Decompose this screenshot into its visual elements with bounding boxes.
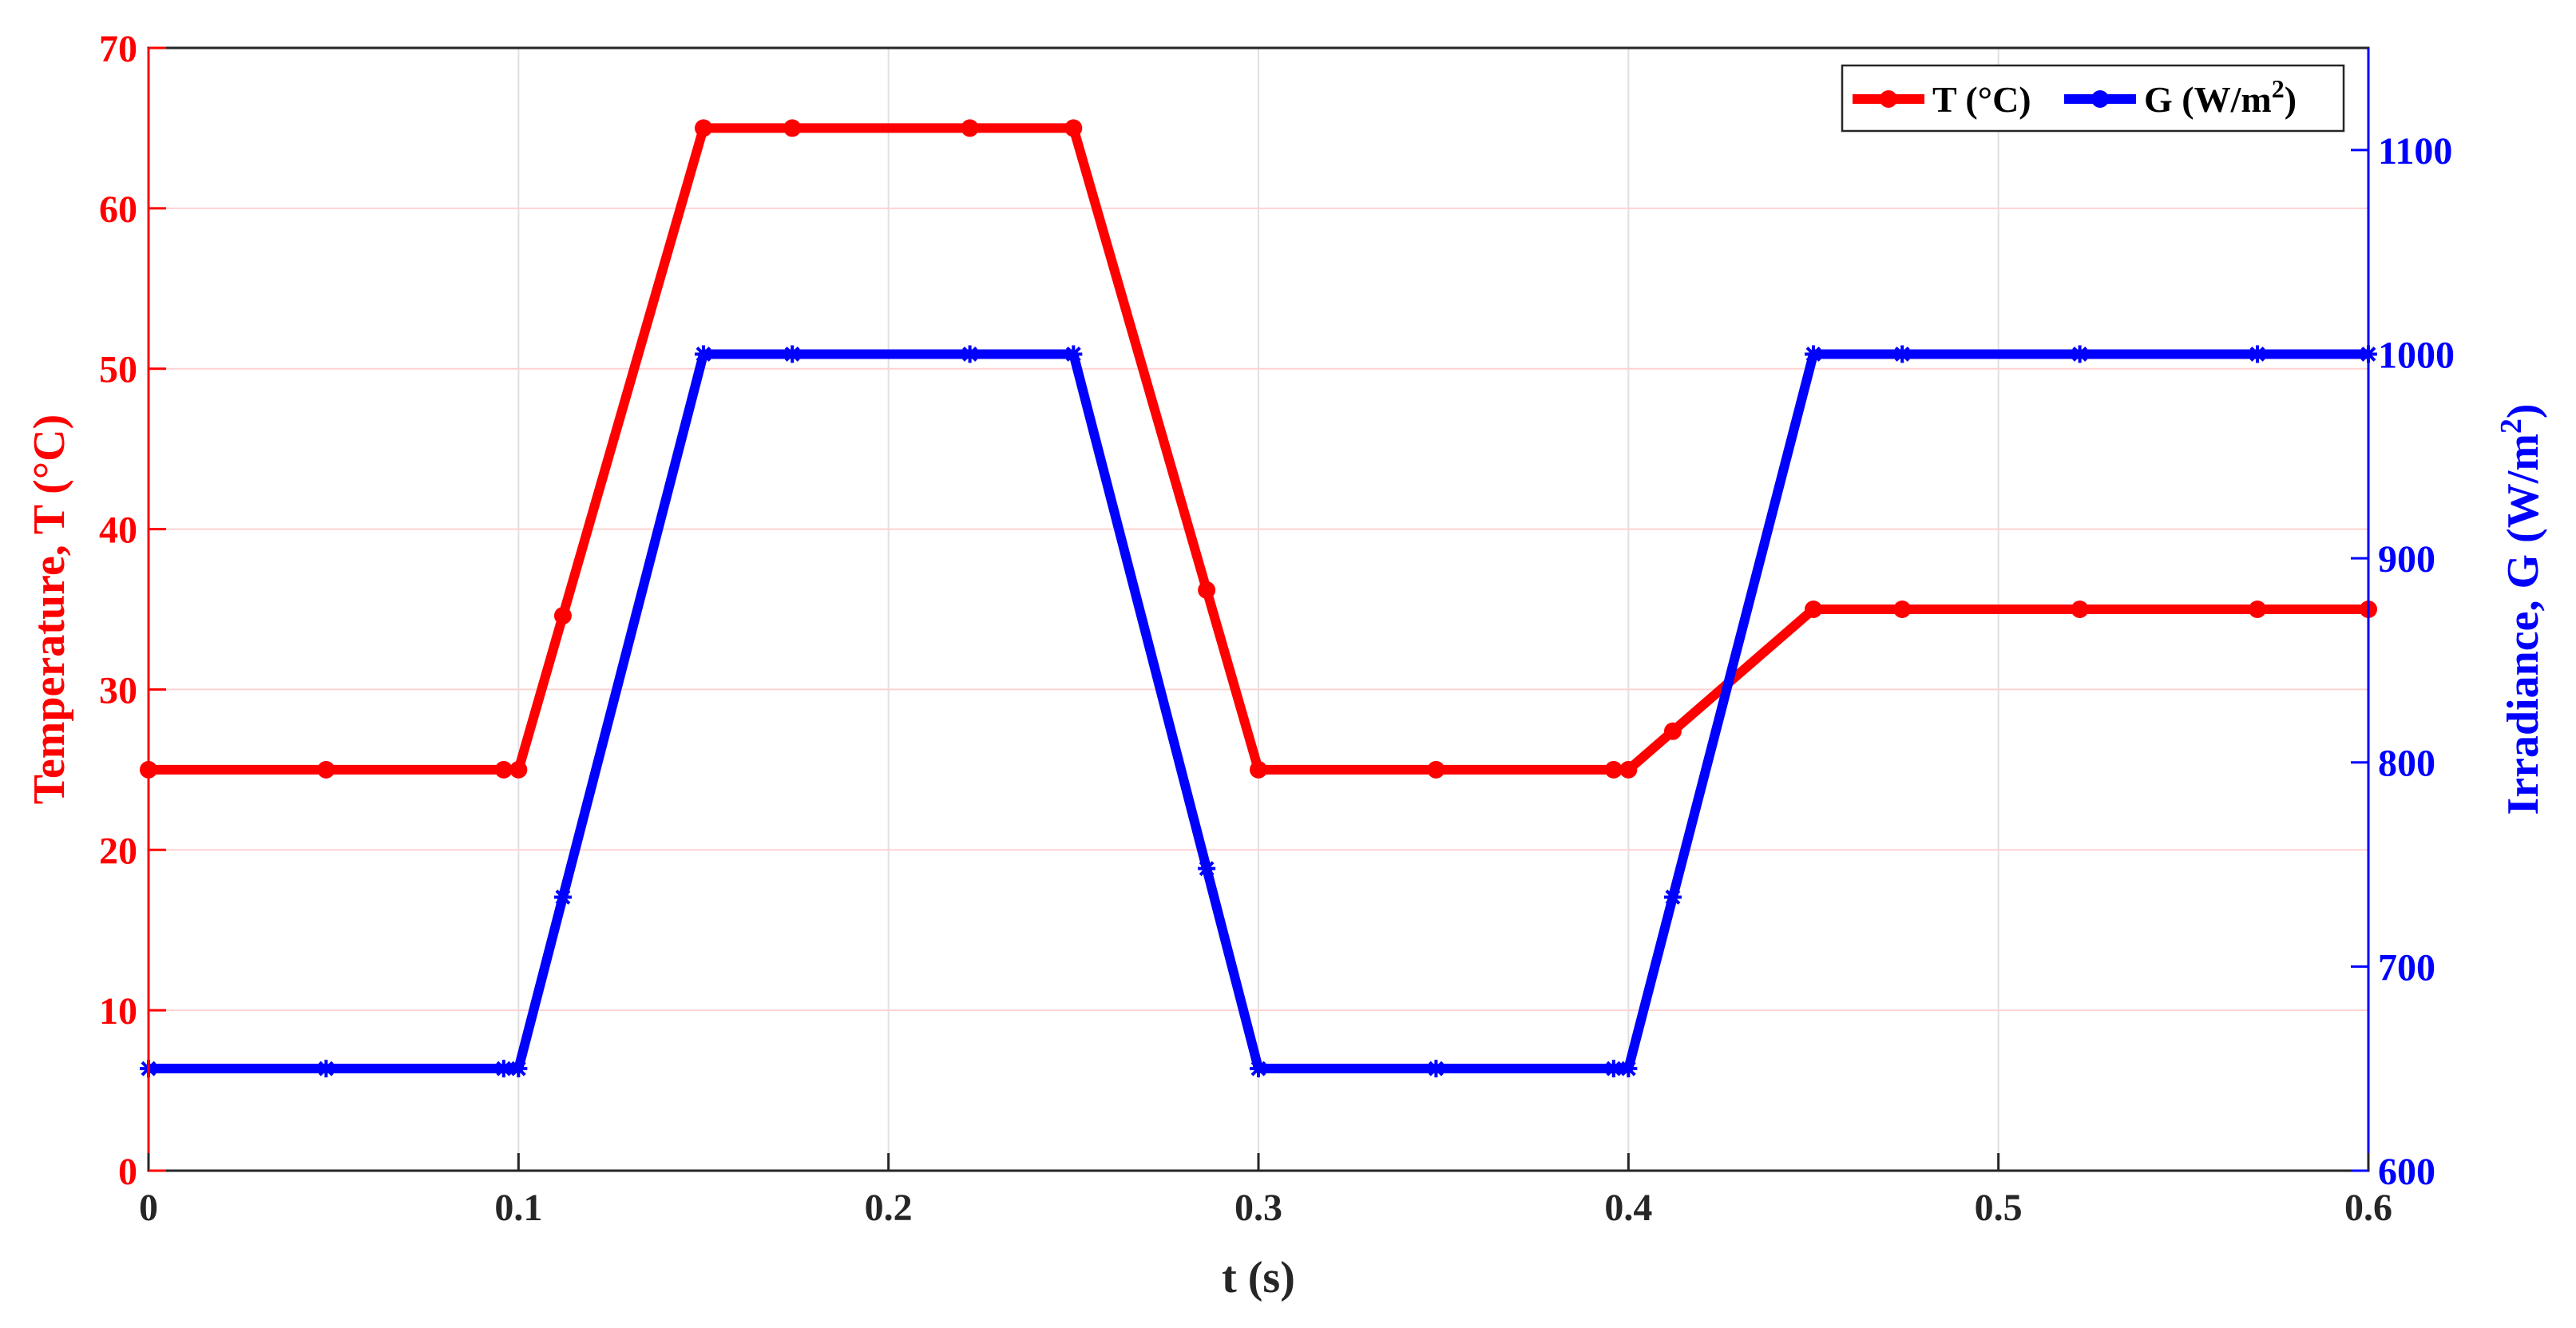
x-tick-label: 0.1 [494,1187,542,1229]
left-y-tick-label: 50 [99,349,137,391]
right-y-tick-label: 1100 [2378,130,2452,172]
legend-label-g-prefix: G (W/m [2144,79,2272,120]
irradiance-point-stroke [318,1060,334,1076]
irradiance-point [695,345,712,363]
temperature-point [783,119,802,137]
x-axis-ticks: 0 0.1 0.2 0.3 0.4 0.5 0.6 [139,1153,2392,1229]
irradiance-point [553,888,572,906]
temperature-point [1619,760,1638,779]
irradiance-point-stroke [2072,347,2088,362]
irradiance-point-stroke [510,1060,526,1076]
left-y-tick-label: 20 [99,830,137,872]
legend: T (°C) G (W/m2) [1841,64,2345,133]
irradiance-line [149,349,2368,1074]
x-tick-label: 0.5 [1975,1187,2023,1229]
temperature-point [1427,760,1445,779]
irradiance-point [1064,345,1083,363]
right-y-tick-label: 600 [2378,1151,2435,1193]
irradiance-point-stroke [2249,347,2265,362]
temperature-point [317,760,335,779]
right-y-axis-title: Irradiance, G (W/m2) [2495,403,2548,815]
irradiance-point-stroke [1606,1060,1622,1076]
irradiance-point-stroke [1065,347,1081,362]
left-y-tick-label: 30 [99,669,137,712]
irradiance-point [961,345,979,363]
right-y-axis-title-sup: 2 [2495,418,2528,434]
irradiance-point-stroke [1805,347,1821,362]
right-y-tick-label: 900 [2378,538,2435,581]
temperature-point [1805,601,1822,618]
temperature-point [494,760,513,779]
irradiance-point [1604,1060,1623,1078]
right-y-tick-label: 800 [2378,743,2435,785]
right-y-axis-title-prefix: Irradiance, G (W/m [2499,434,2548,815]
left-y-tick-label: 0 [118,1151,137,1193]
temperature-point [2071,601,2089,618]
legend-label-g-suffix: ) [2285,79,2297,120]
irradiance-point-stroke [1199,861,1215,877]
x-tick-label: 0.2 [865,1187,913,1229]
temperature-point [509,760,528,779]
legend-label-g-sup: 2 [2272,74,2285,103]
temperature-line [149,123,2368,775]
temperature-point [1250,760,1267,779]
irradiance-point [1805,345,1822,363]
temperature-point [2249,601,2266,618]
temperature-point [961,119,979,137]
right-y-axis-ticks: 600 700 800 900 1000 1100 [2351,130,2455,1193]
irradiance-point-stroke [1620,1060,1636,1076]
irradiance-point [1427,1060,1445,1078]
temperature-point [1604,760,1623,779]
x-tick-label: 0.3 [1234,1187,1282,1229]
irradiance-point [1198,859,1216,878]
temperature-point [1663,722,1682,740]
legend-label-g: G (W/m2) [2144,74,2297,120]
irradiance-point [783,345,802,363]
series-irradiance [140,345,2377,1078]
x-axis-title: t (s) [1222,1253,1295,1302]
irradiance-point-stroke [555,890,571,905]
irradiance-point [1619,1060,1638,1078]
left-y-axis-title: Temperature, T (°C) [25,414,74,805]
x-tick-label: 0 [139,1187,158,1229]
irradiance-point-stroke [962,347,978,362]
irradiance-point [1663,888,1682,906]
temperature-point [1064,119,1083,137]
left-y-axis-ticks: 0 10 20 30 40 50 60 70 [99,28,166,1193]
left-y-tick-label: 10 [99,990,137,1033]
legend-marker-g [2091,90,2109,108]
irradiance-point [509,1060,528,1078]
irradiance-point [494,1060,513,1078]
irradiance-point-stroke [1428,1060,1444,1076]
temperature-point [695,119,712,137]
irradiance-point [317,1060,335,1078]
irradiance-point-stroke [1894,347,1910,362]
temperature-point [1893,601,1912,618]
x-tick-label: 0.4 [1604,1187,1652,1229]
right-y-tick-label: 1000 [2378,334,2455,376]
irradiance-point-stroke [696,347,711,362]
right-y-tick-label: 700 [2378,946,2435,989]
legend-marker-t [1880,90,1897,108]
irradiance-point-stroke [784,347,800,362]
irradiance-point-stroke [496,1060,512,1076]
series-layer [140,119,2377,1078]
x-tick-label: 0.6 [2344,1187,2392,1229]
left-y-tick-label: 60 [99,188,137,231]
series-temperature [140,119,2377,779]
irradiance-point-stroke [1250,1060,1266,1076]
legend-label-t: T (°C) [1932,79,2031,120]
irradiance-point [1250,1060,1267,1078]
irradiance-point [2249,345,2266,363]
irradiance-point-stroke [1665,890,1681,905]
irradiance-point [1893,345,1912,363]
left-y-tick-label: 70 [99,28,137,70]
right-y-axis-title-suffix: ) [2499,403,2548,418]
temperature-point [553,607,572,625]
irradiance-point [2071,345,2089,363]
left-y-tick-label: 40 [99,509,137,552]
temperature-point [1198,581,1216,599]
